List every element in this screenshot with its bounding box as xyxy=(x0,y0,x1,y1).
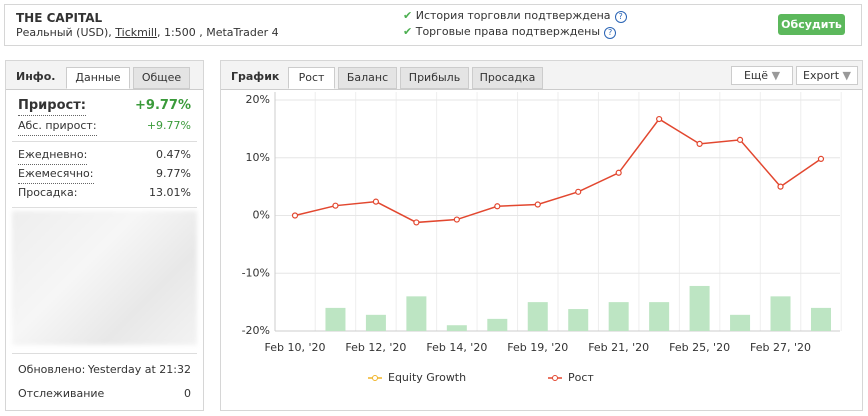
y-tick-label: 0% xyxy=(253,209,270,222)
stat-row: Просадка: 13.01% xyxy=(18,184,191,202)
bar xyxy=(365,314,386,331)
verification-text: Торговые права подтверждены xyxy=(415,25,601,38)
stat-value: +9.77% xyxy=(146,119,191,132)
tab[interactable]: Прибыль xyxy=(400,67,469,89)
stat-row: Ежемесячно: 9.77% xyxy=(18,165,191,184)
panel-title: Инфо. xyxy=(16,70,56,83)
stat-label: Ежемесячно: xyxy=(18,165,94,184)
help-icon[interactable]: ? xyxy=(614,11,627,23)
tab[interactable]: Баланс xyxy=(338,67,397,89)
legend-label: Рост xyxy=(568,371,594,384)
dropdown-label: Export xyxy=(803,69,840,82)
footer-row: Обновлено: Yesterday at 21:32 xyxy=(18,361,191,379)
verification: ✔ История торговли подтверждена? xyxy=(403,9,627,23)
verification: ✔ Торговые права подтверждены? xyxy=(403,25,617,39)
footer-label: Обновлено: xyxy=(18,363,86,376)
more-dropdown[interactable]: Ещё ▼ xyxy=(731,66,793,85)
stat-label: Абс. прирост: xyxy=(18,117,97,136)
point xyxy=(291,212,299,219)
tab[interactable]: Данные xyxy=(66,67,130,89)
account-suffix: , 1:500 , MetaTrader 4 xyxy=(157,26,279,39)
legend-label: Equity Growth xyxy=(388,371,466,384)
footer-value: Yesterday at 21:32 xyxy=(87,363,191,376)
account-details: Реальный (USD), Tickmill, 1:500 , MetaTr… xyxy=(16,26,279,39)
stat-value: 13.01% xyxy=(149,186,191,199)
tab[interactable]: Просадка xyxy=(472,67,543,89)
stat-label: Просадка: xyxy=(18,186,78,199)
point xyxy=(817,155,825,163)
bar xyxy=(608,302,629,331)
x-tick-label: Feb 12, '20 xyxy=(345,341,406,354)
account-title: THE CAPITAL xyxy=(16,11,103,25)
growth-row: Прирост: +9.77% xyxy=(18,97,191,116)
legend-marker xyxy=(372,375,378,381)
bar xyxy=(406,296,427,331)
point xyxy=(413,219,420,226)
help-icon[interactable]: ? xyxy=(604,27,617,39)
info-panel: Инфо. Данные Общее Прирост: +9.77% Абс. … xyxy=(5,60,204,411)
x-tick-label: Feb 10, '20 xyxy=(265,341,326,354)
point xyxy=(494,203,501,210)
legend-marker xyxy=(552,375,558,381)
point xyxy=(575,188,582,195)
stat-value: 9.77% xyxy=(156,167,191,180)
export-dropdown[interactable]: Export ▼ xyxy=(796,66,858,85)
point xyxy=(332,202,339,209)
stat-label: Ежедневно: xyxy=(18,146,88,165)
x-tick-label: Feb 21, '20 xyxy=(588,341,649,354)
tab[interactable]: Общее xyxy=(133,67,190,89)
point xyxy=(696,140,703,147)
y-tick-label: 20% xyxy=(246,93,270,106)
panel-title: График xyxy=(231,70,280,83)
tab[interactable]: Рост xyxy=(288,67,335,89)
bar xyxy=(487,318,508,331)
point xyxy=(656,115,663,123)
chart-tabs: График Рост Баланс Прибыль Просадка Ещё … xyxy=(221,61,862,90)
bar xyxy=(527,302,548,331)
x-tick-label: Feb 27, '20 xyxy=(750,341,811,354)
dropdown-label: Ещё xyxy=(743,69,769,82)
bar xyxy=(770,296,791,331)
growth-label: Прирост: xyxy=(18,97,86,116)
growth-value: +9.77% xyxy=(135,98,191,113)
verification-text: История торговли подтверждена xyxy=(415,9,611,22)
blurred-content xyxy=(12,211,197,345)
bar xyxy=(568,309,589,331)
divider xyxy=(12,353,197,354)
y-tick-label: -20% xyxy=(242,324,270,337)
point xyxy=(534,201,541,208)
point xyxy=(453,216,460,223)
point xyxy=(372,198,380,205)
stat-row: Абс. прирост: +9.77% xyxy=(18,117,191,136)
y-tick-label: 10% xyxy=(246,151,270,164)
y-tick-label: -10% xyxy=(242,266,270,279)
x-tick-label: Feb 19, '20 xyxy=(507,341,568,354)
x-tick-label: Feb 25, '20 xyxy=(669,341,730,354)
account-prefix: Реальный (USD), xyxy=(16,26,112,39)
line xyxy=(294,118,822,224)
stat-row: Ежедневно: 0.47% xyxy=(18,146,191,165)
point xyxy=(615,169,622,176)
footer-label: Отслеживание xyxy=(18,387,105,400)
footer-row: Отслеживание 0 xyxy=(18,385,191,403)
divider xyxy=(12,207,197,208)
point xyxy=(736,136,744,143)
bar xyxy=(810,307,831,331)
footer-value: 0 xyxy=(184,387,191,400)
bar xyxy=(689,285,710,331)
x-tick-label: Feb 14, '20 xyxy=(426,341,487,354)
bar xyxy=(325,307,346,331)
discuss-button[interactable]: Обсудить xyxy=(778,14,845,35)
header-bar: THE CAPITAL Реальный (USD), Tickmill, 1:… xyxy=(4,4,862,46)
broker-link[interactable]: Tickmill xyxy=(115,26,158,39)
bar xyxy=(730,314,751,331)
bar xyxy=(446,325,467,331)
info-tabs: Инфо. Данные Общее xyxy=(6,61,203,90)
bar xyxy=(649,302,670,331)
divider xyxy=(12,141,197,142)
point xyxy=(777,183,784,190)
stat-value: 0.47% xyxy=(156,148,191,161)
